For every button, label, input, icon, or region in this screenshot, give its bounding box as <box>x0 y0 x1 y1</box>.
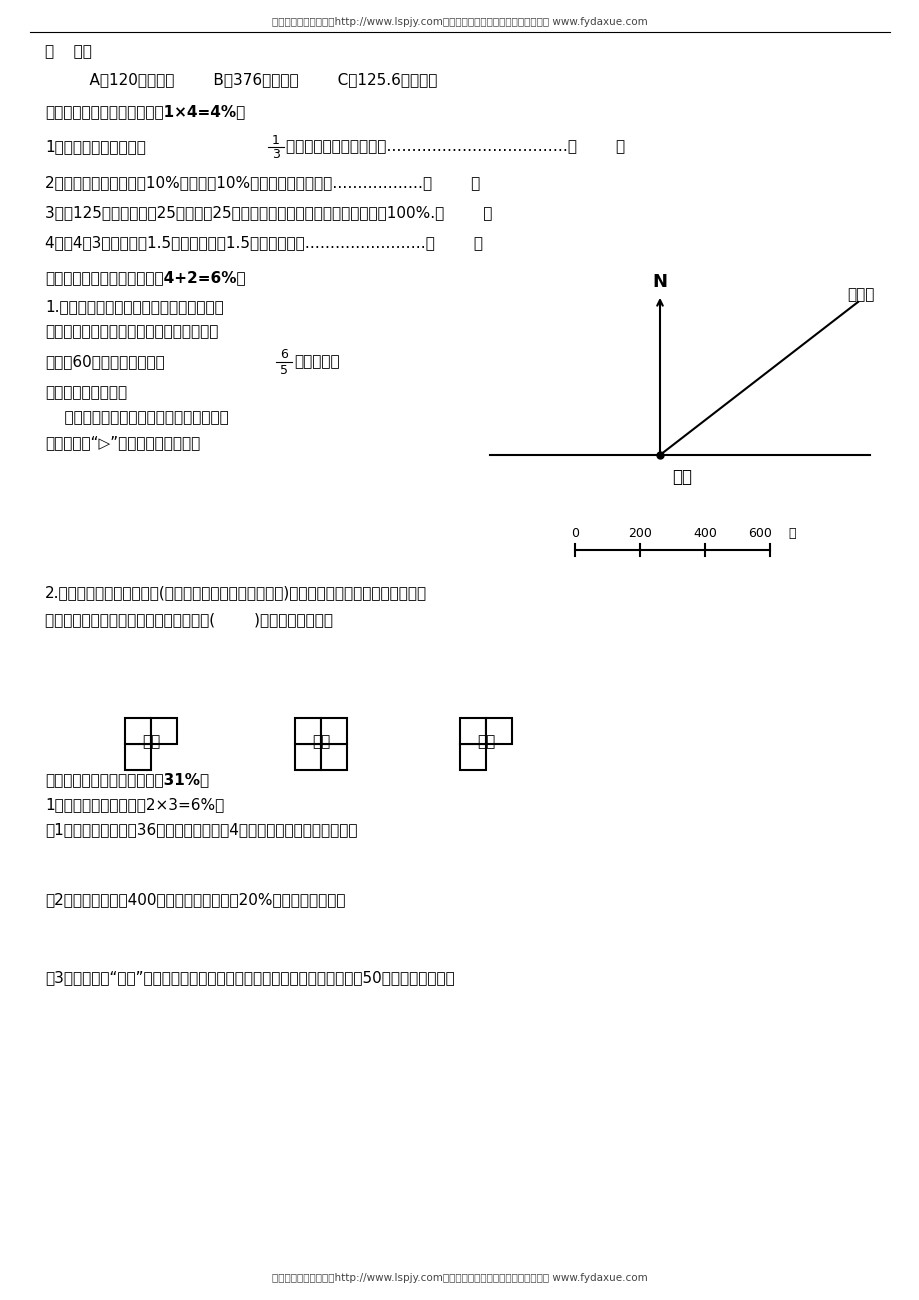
Text: （3）李老师在“五一”商场促销期间买了一套运动服，打七五折出售后便宜了50元。原价多少元？: （3）李老师在“五一”商场促销期间买了一套运动服，打七五折出售后便宜了50元。原… <box>45 971 454 985</box>
Text: 1.小明爷爷从家出发往学校走，送文具盒给: 1.小明爷爷从家出发往学校走，送文具盒给 <box>45 299 223 315</box>
Text: 并在图中画“▷”表示出相遇的地点。: 并在图中画“▷”表示出相遇的地点。 <box>45 436 200 451</box>
Text: 分钟行60米，是爷爷速度的: 分钟行60米，是爷爷速度的 <box>45 355 165 369</box>
Text: （2）果园里有桃树400棵，比梨树的棵数少20%。梨树有多少棵？: （2）果园里有桃树400棵，比梨树的棵数少20%。梨树有多少棵？ <box>45 893 346 907</box>
Text: 4．把4：3的后项减少1.5，前项也减少1.5，比值不变。……………………（        ）: 4．把4：3的后项减少1.5，前项也减少1.5，比值不变。……………………（ ） <box>45 235 482 251</box>
Text: 过几分钟可以相遇？: 过几分钟可以相遇？ <box>45 386 127 400</box>
Text: A．120立方厘米        B．376立方厘米        C．125.6立方厘米: A．120立方厘米 B．376立方厘米 C．125.6立方厘米 <box>70 73 437 87</box>
Text: 小明。小明同时从学校往家走。已知小明每: 小明。小明同时从学校往家走。已知小明每 <box>45 325 218 339</box>
Text: 3: 3 <box>272 148 279 161</box>
Text: （1）小红家今年用水36吨，比去年节约了4吨，比去年节约了百分之几？: （1）小红家今年用水36吨，比去年节约了4吨，比去年节约了百分之几？ <box>45 823 357 837</box>
Text: 六十铺中小学教育网（http://www.lspjy.com），上万资源免费下载无须注册！分站 www.fydaxue.com: 六十铺中小学教育网（http://www.lspjy.com），上万资源免费下载… <box>272 17 647 27</box>
Text: 请你在图中量出需要的数据，解答问题。: 请你在图中量出需要的数据，解答问题。 <box>45 411 229 425</box>
Bar <box>151 718 176 744</box>
Text: N: N <box>652 273 667 291</box>
Text: 2．一种旅游鞋，先涨价10%，再降价10%，现价和原价相等。………………（        ）: 2．一种旅游鞋，先涨价10%，再降价10%，现价和原价相等。………………（ ） <box>45 176 480 191</box>
Text: ，它们不一定等底等高。………………………………（        ）: ，它们不一定等底等高。………………………………（ ） <box>286 139 624 155</box>
Bar <box>485 718 512 744</box>
Text: 6: 6 <box>279 347 288 360</box>
Text: 5: 5 <box>279 364 288 377</box>
Text: 小明家: 小明家 <box>846 287 874 303</box>
Bar <box>321 744 346 770</box>
Text: 六十铺中小学教育网（http://www.lspjy.com），上万资源免费下载无须注册！分站 www.fydaxue.com: 六十铺中小学教育网（http://www.lspjy.com），上万资源免费下载… <box>272 1273 647 1283</box>
Text: 600: 600 <box>747 526 771 539</box>
Text: 五、动手操作，探索创新。（4+2=6%）: 五、动手操作，探索创新。（4+2=6%） <box>45 270 245 286</box>
Text: 右面: 右面 <box>312 734 330 750</box>
Text: 2.小强观察一个建筑物模型(由若干个相同的小正方体拼成)，分别从前面，右面，上面观察，: 2.小强观察一个建筑物模型(由若干个相同的小正方体拼成)，分别从前面，右面，上面… <box>45 585 426 601</box>
Bar <box>295 744 321 770</box>
Text: 3．种125棵树苗，死了25棵，补种25棵全部成活。所有这些树苗的成活率是100%.（        ）: 3．种125棵树苗，死了25棵，补种25棵全部成活。所有这些树苗的成活率是100… <box>45 205 492 221</box>
Text: 前面: 前面 <box>142 734 160 750</box>
Bar <box>295 718 321 744</box>
Text: 米: 米 <box>788 526 795 539</box>
Text: （    ）。: （ ）。 <box>45 44 92 60</box>
Text: 200: 200 <box>628 526 652 539</box>
Bar <box>460 718 485 744</box>
Text: 六、联系实际，解决问题。（31%）: 六、联系实际，解决问题。（31%） <box>45 772 209 788</box>
Text: 看到的图案如下图所示，那么该模型共由(        )个小正方体拼成。: 看到的图案如下图所示，那么该模型共由( )个小正方体拼成。 <box>45 612 333 628</box>
Text: 四、反复斟酌，正确判断。（1×4=4%）: 四、反复斟酌，正确判断。（1×4=4%） <box>45 104 245 120</box>
Bar <box>460 744 485 770</box>
Bar <box>125 744 151 770</box>
Text: 400: 400 <box>692 526 716 539</box>
Bar <box>125 718 151 744</box>
Bar <box>321 718 346 744</box>
Text: 倍。他们经: 倍。他们经 <box>294 355 339 369</box>
Text: 1．圆锥的体积是圆柱的: 1．圆锥的体积是圆柱的 <box>45 139 146 155</box>
Text: 0: 0 <box>571 526 578 539</box>
Text: 学校: 学校 <box>671 468 691 486</box>
Text: 上面: 上面 <box>476 734 494 750</box>
Text: 1: 1 <box>272 134 279 147</box>
Text: 1．只列式，不计算。（2×3=6%）: 1．只列式，不计算。（2×3=6%） <box>45 797 224 812</box>
